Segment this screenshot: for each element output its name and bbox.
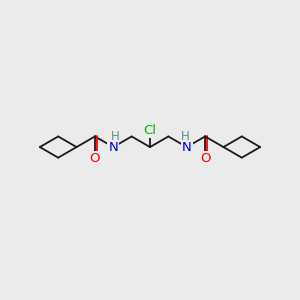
Text: O: O (90, 152, 100, 164)
Text: H: H (110, 130, 119, 143)
Text: N: N (108, 141, 118, 154)
Text: N: N (182, 141, 192, 154)
Text: H: H (181, 130, 190, 143)
Text: Cl: Cl (143, 124, 157, 136)
Text: O: O (200, 152, 210, 164)
